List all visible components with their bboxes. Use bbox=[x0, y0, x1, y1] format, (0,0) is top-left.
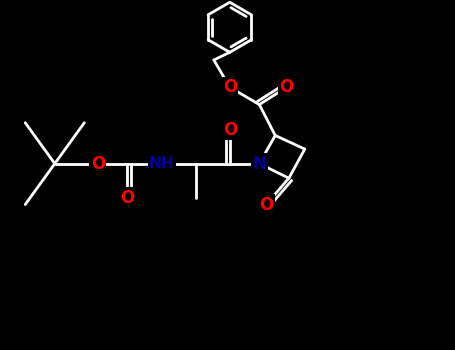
Text: NH: NH bbox=[149, 156, 174, 171]
Text: O: O bbox=[91, 155, 105, 173]
Text: O: O bbox=[259, 196, 273, 213]
Text: O: O bbox=[222, 120, 237, 139]
Text: O: O bbox=[121, 189, 135, 207]
Text: O: O bbox=[279, 78, 294, 96]
Text: N: N bbox=[253, 155, 266, 173]
Text: O: O bbox=[222, 78, 237, 96]
